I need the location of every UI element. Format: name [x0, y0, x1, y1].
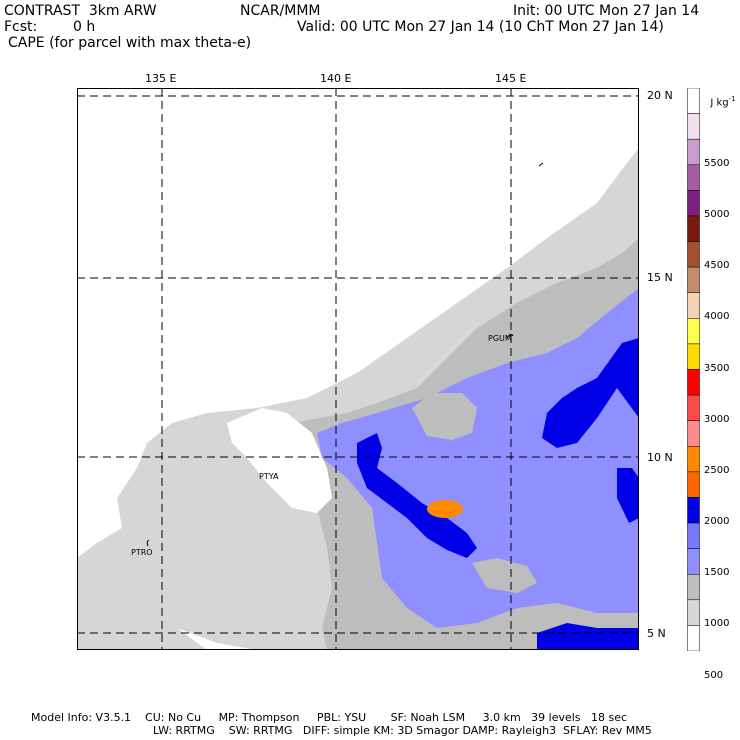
colorbar-swatch — [687, 318, 700, 345]
lon-label-140: 140 E — [320, 72, 352, 85]
lat-label-10: 10 N — [647, 451, 673, 464]
forecast-hour: 0 h — [73, 19, 96, 35]
colorbar-swatch — [687, 215, 700, 242]
colorbar-swatch — [687, 471, 700, 498]
colorbar-label: 4000 — [704, 311, 730, 323]
cape-contour-2000c — [537, 623, 639, 650]
cape-contour-2500 — [427, 500, 463, 518]
lon-label-145: 145 E — [495, 72, 527, 85]
colorbar-swatch — [687, 241, 700, 268]
colorbar-swatch — [687, 343, 700, 370]
colorbar-units: J kg-1 — [710, 95, 736, 109]
colorbar-swatch — [687, 522, 700, 549]
cape-gap-1 — [412, 393, 477, 440]
station-label-ptro: PTRO — [131, 548, 153, 557]
colorbar-swatch — [687, 625, 700, 651]
organization: NCAR/MMM — [240, 3, 321, 19]
lat-label-20: 20 N — [647, 89, 673, 102]
graticule — [77, 88, 639, 650]
lat-label-15: 15 N — [647, 271, 673, 284]
cape-contour-500b — [77, 528, 207, 650]
colorbar-label: 5000 — [704, 208, 730, 220]
map-panel: PGUM PTYA PTRO — [77, 88, 639, 650]
cape-contour-1500 — [317, 288, 639, 628]
colorbar-label: 1500 — [704, 567, 730, 579]
colorbar-swatch — [687, 599, 700, 626]
valid-time: Valid: 00 UTC Mon 27 Jan 14 (10 ChT Mon … — [297, 19, 664, 35]
colorbar-label: 3000 — [704, 413, 730, 425]
forecast-label: Fcst: — [4, 19, 38, 35]
init-time: Init: 00 UTC Mon 27 Jan 14 — [513, 3, 700, 19]
colorbar-label: 1000 — [704, 618, 730, 630]
cape-gap-2 — [472, 558, 537, 593]
lon-label-135: 135 E — [145, 72, 177, 85]
lat-label-5: 5 N — [647, 627, 666, 640]
colorbar-label: 5500 — [704, 157, 730, 169]
colorbar-swatch — [687, 190, 700, 217]
colorbar — [687, 88, 700, 651]
model-info-line1: Model Info: V3.5.1 CU: No Cu MP: Thompso… — [31, 711, 628, 724]
colorbar-label: 4500 — [704, 260, 730, 272]
colorbar-swatch — [687, 369, 700, 396]
colorbar-swatch — [687, 573, 700, 601]
station-label-pgum: PGUM — [488, 334, 512, 343]
colorbar-label: 2000 — [704, 516, 730, 528]
cape-contour-2000d — [617, 468, 639, 523]
model-info-line2: LW: RRTMG SW: RRTMG DIFF: simple KM: 3D … — [153, 724, 652, 737]
colorbar-swatch — [687, 292, 700, 319]
colorbar-swatch — [687, 420, 700, 447]
colorbar-swatch — [687, 113, 700, 140]
coastlines — [146, 162, 544, 547]
colorbar-swatch — [687, 138, 700, 166]
cape-contour-2000 — [357, 433, 477, 558]
colorbar-swatch — [687, 88, 700, 114]
colorbar-swatch — [687, 548, 700, 575]
colorbar-swatch — [687, 446, 700, 473]
colorbar-swatch — [687, 394, 700, 421]
model-title: CONTRAST 3km ARW — [4, 3, 157, 19]
cape-clear-region — [227, 408, 332, 513]
colorbar-label: 2500 — [704, 464, 730, 476]
field-title: CAPE (for parcel with max theta-e) — [8, 35, 252, 51]
colorbar-label: 500 — [704, 669, 724, 681]
cape-contour-2000b — [542, 338, 639, 448]
colorbar-swatch — [687, 266, 700, 293]
colorbar-label: 3500 — [704, 362, 730, 374]
colorbar-swatch — [687, 497, 700, 524]
station-label-ptya: PTYA — [259, 472, 279, 481]
colorbar-swatch — [687, 164, 700, 191]
